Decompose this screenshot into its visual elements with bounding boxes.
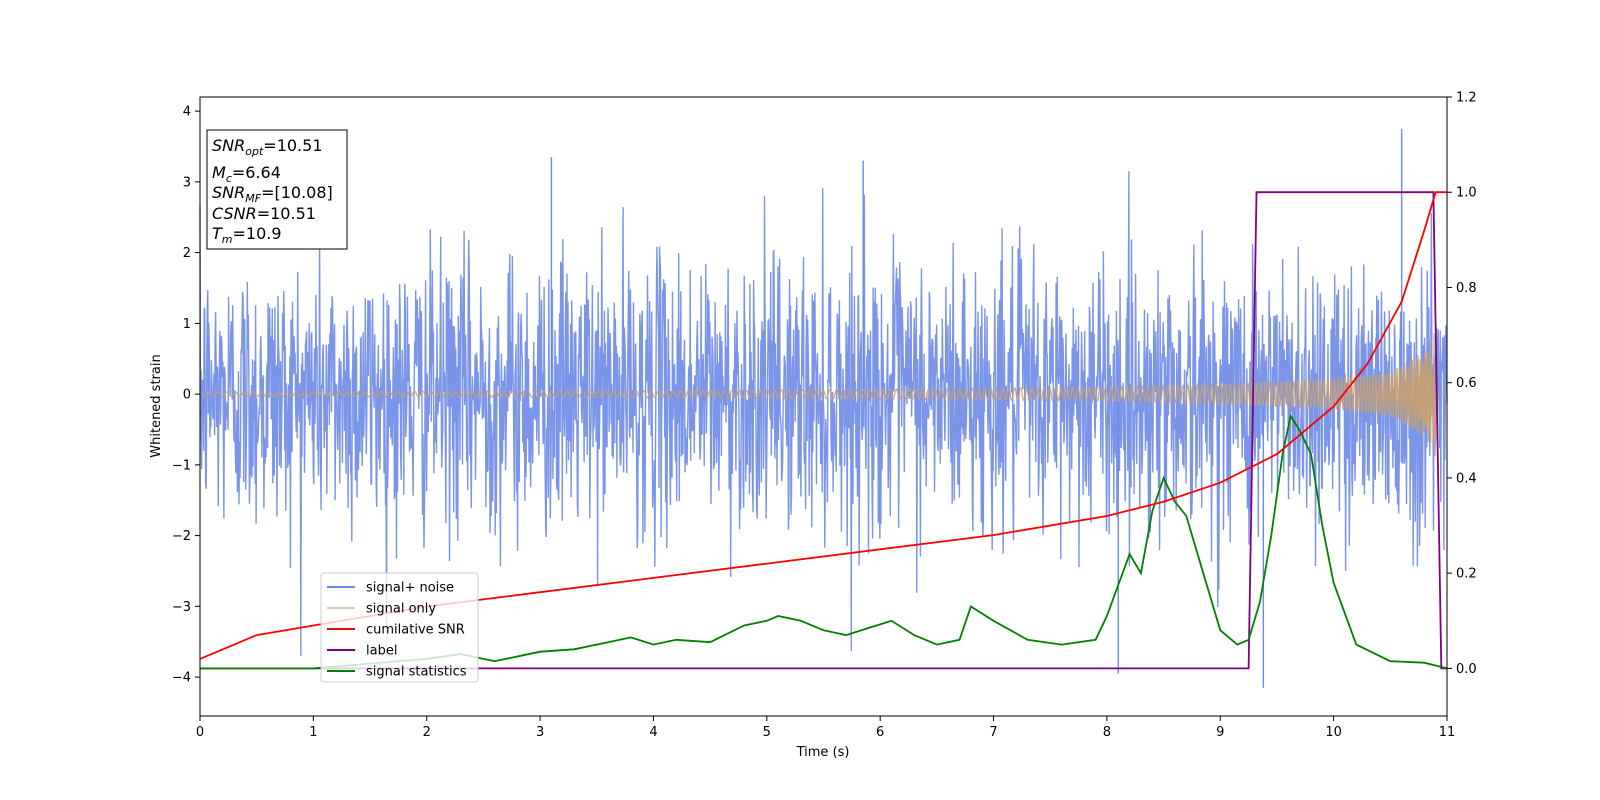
y-left-tick-label: 4 xyxy=(183,105,191,120)
series-signal-statistics-line xyxy=(200,413,1448,670)
stat-mc: Mc=6.64 xyxy=(212,163,281,185)
y-right-tick-label: 0.6 xyxy=(1456,376,1477,391)
x-tick-label: 1 xyxy=(309,725,317,740)
stat-tm: Tm=10.9 xyxy=(212,224,282,246)
y-right-tick-label: 1.0 xyxy=(1456,186,1477,201)
stats-box-frame xyxy=(206,129,348,250)
legend: signal+ noise signal only cumilative SNR la… xyxy=(320,572,479,683)
series-signal-noise-line xyxy=(199,171,1448,656)
stat-snr-opt: SNRopt=10.51 xyxy=(212,136,323,158)
y-axis-label: Whitened strain xyxy=(149,354,164,457)
x-tick-label: 11 xyxy=(1439,725,1456,740)
stats-box: SNRopt=10.51 Mc=6.64 SNRMF=[10.08] CSNR=… xyxy=(206,129,348,250)
y-right-tick-label: 0.2 xyxy=(1456,567,1477,582)
x-tick-label: 10 xyxy=(1325,725,1342,740)
x-tick-label: 6 xyxy=(876,725,884,740)
y-left-tick-label: −1 xyxy=(172,458,191,473)
x-tick-label: 8 xyxy=(1103,725,1111,740)
legend-label: cumilative SNR xyxy=(366,623,465,638)
y-left-tick-label: 2 xyxy=(183,246,191,261)
stat-snr-mf: SNRMF=[10.08] xyxy=(212,183,333,205)
y-left-tick-label: −3 xyxy=(172,600,191,615)
x-tick-label: 7 xyxy=(989,725,997,740)
y-right-tick-label: 0.4 xyxy=(1456,471,1477,486)
legend-label: label xyxy=(366,644,397,659)
x-tick-label: 0 xyxy=(196,725,204,740)
x-tick-label: 5 xyxy=(763,725,771,740)
legend-label: signal only xyxy=(366,602,436,617)
y-left-tick-label: 1 xyxy=(183,317,191,332)
y-right-tick-label: 1.2 xyxy=(1456,91,1477,106)
y-left-tick-label: 0 xyxy=(183,388,191,403)
y-left-tick-label: −2 xyxy=(172,529,191,544)
axes-frame xyxy=(199,96,1448,717)
y-right-tick-label: 0.0 xyxy=(1456,662,1477,677)
legend-label: signal statistics xyxy=(366,665,467,680)
x-tick-label: 3 xyxy=(536,725,544,740)
x-tick-label: 4 xyxy=(649,725,657,740)
legend-frame xyxy=(320,572,479,683)
stat-csnr: CSNR=10.51 xyxy=(212,204,316,223)
ticks-layer: 0 1 2 3 4 5 6 7 8 9 10 1143210−1−2−3−41.21.00.80.60… xyxy=(172,91,1477,741)
y-right-tick-label: 0.8 xyxy=(1456,281,1477,296)
series-signal-only-line xyxy=(199,333,1447,457)
legend-items: signal+ noise signal only cumilative SNR la… xyxy=(327,581,467,680)
x-tick-label: 2 xyxy=(423,725,431,740)
legend-label: signal+ noise xyxy=(366,581,454,596)
x-tick-label: 9 xyxy=(1216,725,1224,740)
y-left-tick-label: −4 xyxy=(172,671,191,686)
x-axis-label: Time (s) xyxy=(796,745,850,760)
y-left-tick-label: 3 xyxy=(183,175,191,190)
series-label-line xyxy=(200,191,1447,670)
